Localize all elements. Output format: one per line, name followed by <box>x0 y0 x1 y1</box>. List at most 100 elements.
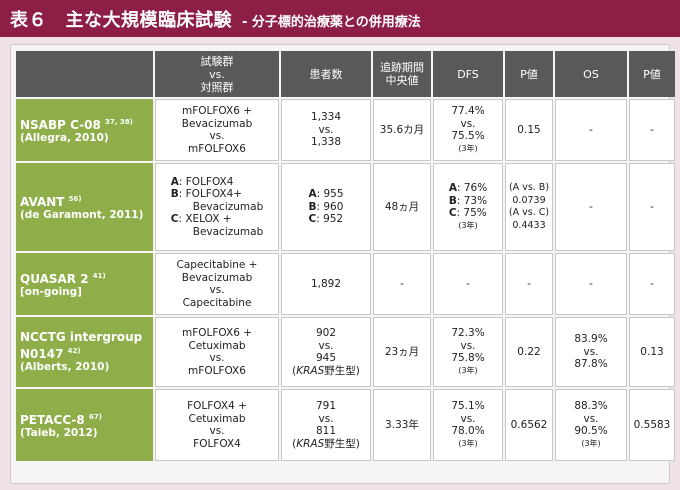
study-cell: PETACC-8 67) (Taieb, 2012) <box>16 389 153 461</box>
followup-cell: 23ヵ月 <box>373 317 431 387</box>
p-value-dfs-cell: 0.6562 <box>505 389 553 461</box>
os-line: vs. <box>583 412 599 425</box>
study-citation: (de Garamont, 2011) <box>20 209 144 222</box>
os-cell: - <box>555 253 627 315</box>
table-row: NSABP C-08 37, 38) (Allegra, 2010) mFOLF… <box>16 99 675 161</box>
patients-c: C: 952 <box>308 213 344 226</box>
p-value-os-cell: 0.5583 <box>629 389 675 461</box>
arm-a: A: FOLFOX4 <box>170 175 234 188</box>
patients-a: A: 955 <box>308 188 344 201</box>
dfs-list: A: 76% B: 73% C: 75% <box>449 182 487 220</box>
dfs-line: 75.5% <box>451 130 485 142</box>
os-note: (3年) <box>581 438 601 448</box>
table-title: 表６ 主な大規模臨床試験 <box>10 9 232 31</box>
arm-line: Capecitabine <box>182 296 252 309</box>
dfs-note: (3年) <box>458 143 478 153</box>
dfs-line: vs. <box>460 339 476 352</box>
patients-line: 1,338 <box>310 136 342 149</box>
header-blank <box>16 51 153 97</box>
os-line: 83.9% <box>574 333 608 346</box>
study-ref: 56) <box>68 195 82 204</box>
header-patients: 患者数 <box>281 51 371 97</box>
p-value-os-cell: 0.13 <box>629 317 675 387</box>
arm-c: C: XELOX + <box>170 213 232 226</box>
arm-line: Bevacizumab <box>181 117 253 130</box>
patients-b: B: 960 <box>308 200 344 213</box>
followup-cell: 48ヵ月 <box>373 163 431 251</box>
header-row: 試験群 vs. 対照群 患者数 追跡期間 中央値 DFS P値 OS P値 <box>16 51 675 97</box>
study-ref: 67) <box>88 413 102 422</box>
table-row: PETACC-8 67) (Taieb, 2012) FOLFOX4 + Cet… <box>16 389 675 461</box>
arm-cell: Capecitabine + Bevacizumab vs. Capecitab… <box>155 253 279 315</box>
p-value-dfs-cell: 0.15 <box>505 99 553 161</box>
arm-line: vs. <box>209 425 225 437</box>
arm-list: A: FOLFOX4 B: FOLFOX4+ Bevacizumab C: XE… <box>171 176 264 239</box>
os-line: vs. <box>583 345 599 358</box>
study-name-line2: N0147 42) <box>20 347 81 362</box>
dfs-note: (3年) <box>458 220 478 230</box>
p-line: 0.4433 <box>512 219 546 231</box>
arm-line: vs. <box>209 352 225 364</box>
patients-cell: 1,892 <box>281 253 371 315</box>
header-arm-line2: vs. <box>209 67 225 81</box>
patients-cell: 791 vs. 811 (KRAS野生型) <box>281 389 371 461</box>
dfs-cell: 77.4% vs. 75.5% (3年) <box>433 99 503 161</box>
dfs-b: B: 73% <box>448 194 488 207</box>
dfs-note: (3年) <box>458 365 478 375</box>
study-ref: 41) <box>92 272 106 281</box>
arm-line: mFOLFOX6 + <box>181 105 253 117</box>
os-line: 87.8% <box>574 358 608 371</box>
dfs-line: 78.0% <box>451 425 485 437</box>
header-arm-line1: 試験群 <box>200 54 234 68</box>
arm-line: Cetuximab <box>188 339 246 352</box>
arm-c-line2: Bevacizumab <box>192 225 264 238</box>
study-cell: QUASAR 2 41) [on-going] <box>16 253 153 315</box>
followup-cell: - <box>373 253 431 315</box>
patients-cell: 902 vs. 945 (KRAS野生型) <box>281 317 371 387</box>
study-name: AVANT 56) <box>20 195 82 210</box>
study-name: NSABP C-08 37, 38) <box>20 118 133 133</box>
clinical-trials-table: 試験群 vs. 対照群 患者数 追跡期間 中央値 DFS P値 OS P値 NS… <box>14 49 677 463</box>
dfs-c: C: 75% <box>448 207 487 219</box>
arm-line: Bevacizumab <box>181 271 253 284</box>
dfs-line: 75.8% <box>451 352 485 364</box>
study-name: NCCTG intergroup <box>20 330 143 345</box>
study-name: QUASAR 2 41) <box>20 272 106 287</box>
arm-cell: mFOLFOX6 + Bevacizumab vs. mFOLFOX6 <box>155 99 279 161</box>
table-row: AVANT 56) (de Garamont, 2011) A: FOLFOX4… <box>16 163 675 251</box>
followup-cell: 35.6カ月 <box>373 99 431 161</box>
arm-line: Cetuximab <box>188 412 246 425</box>
patients-line: vs. <box>318 123 334 136</box>
followup-cell: 3.33年 <box>373 389 431 461</box>
patients-cell: A: 955 B: 960 C: 952 <box>281 163 371 251</box>
table-subtitle: - 分子標的治療薬との併用療法 <box>242 14 421 30</box>
dfs-cell: 72.3% vs. 75.8% (3年) <box>433 317 503 387</box>
study-citation: [on-going] <box>20 286 82 299</box>
p-line: (A vs. C) <box>508 207 550 218</box>
arm-line: mFOLFOX6 <box>188 364 246 377</box>
header-p-value-dfs: P値 <box>505 51 553 97</box>
arm-line: FOLFOX4 + <box>187 400 247 412</box>
table-row: NCCTG intergroup N0147 42) (Alberts, 201… <box>16 317 675 387</box>
table-row: QUASAR 2 41) [on-going] Capecitabine + B… <box>16 253 675 315</box>
patients-line: 1,334 <box>310 111 342 124</box>
arm-line: vs. <box>209 130 225 142</box>
os-cell: - <box>555 99 627 161</box>
arm-line: mFOLFOX6 + <box>181 327 253 339</box>
patients-line: vs. <box>318 339 334 352</box>
dfs-a: A: 76% <box>448 182 488 194</box>
study-name: PETACC-8 67) <box>20 413 102 428</box>
header-followup: 追跡期間 中央値 <box>373 51 431 97</box>
arm-cell: mFOLFOX6 + Cetuximab vs. mFOLFOX6 <box>155 317 279 387</box>
header-arm: 試験群 vs. 対照群 <box>155 51 279 97</box>
dfs-line: 77.4% <box>451 105 485 117</box>
arm-line: mFOLFOX6 <box>188 142 246 155</box>
arm-line: FOLFOX4 <box>193 437 241 450</box>
header-followup-line2: 中央値 <box>385 74 419 87</box>
dfs-line: vs. <box>460 412 476 425</box>
dfs-note: (3年) <box>458 438 478 448</box>
header-arm-line3: 対照群 <box>200 80 234 94</box>
study-citation: (Alberts, 2010) <box>20 361 110 374</box>
header-followup-line1: 追跡期間 <box>380 61 424 74</box>
p-value-dfs-cell: (A vs. B) 0.0739 (A vs. C) 0.4433 <box>505 163 553 251</box>
